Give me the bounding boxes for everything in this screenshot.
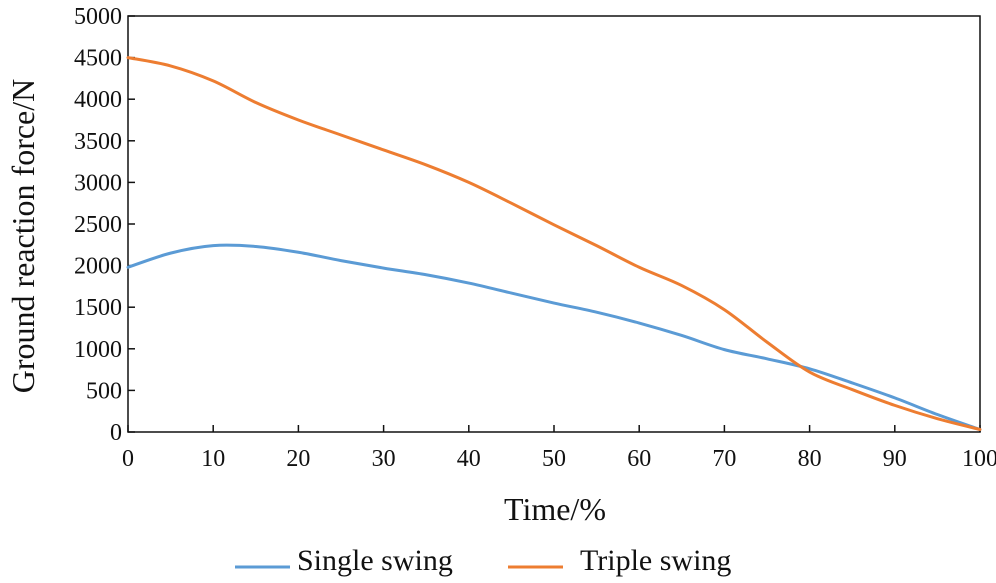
series-line-triple-swing [126,56,982,431]
y-axis-ticks: 0 500 1000 1500 2000 2500 3000 3500 4000 4500 5000 [74,4,135,446]
y-tick-label: 0 [110,420,122,446]
x-tick-label: 90 [883,446,907,472]
x-tick-label: 10 [201,446,225,472]
x-tick-label: 20 [286,446,310,472]
x-tick-label: 50 [542,446,566,472]
x-tick-label: 100 [962,446,996,472]
x-axis-ticks: 0 10 20 30 40 50 60 70 80 90 100 [122,425,996,472]
legend-label-triple-swing: Triple swing [580,544,731,577]
x-tick-label: 80 [798,446,822,472]
y-tick-label: 2000 [74,254,122,280]
y-tick-label: 4500 [74,46,122,72]
y-tick-label: 3000 [74,170,122,196]
y-tick-label: 1000 [74,337,122,363]
y-tick-label: 3500 [74,129,122,155]
x-tick-label: 70 [712,446,736,472]
x-tick-label: 60 [627,446,651,472]
legend: Single swing Triple swing [235,544,731,577]
y-axis-title: Ground reaction force/N [5,79,41,394]
y-tick-label: 4000 [74,87,122,113]
x-tick-label: 0 [122,446,134,472]
legend-label-single-swing: Single swing [297,544,453,577]
x-tick-label: 30 [372,446,396,472]
series-line-single-swing [126,243,982,431]
x-tick-label: 40 [457,446,481,472]
y-tick-label: 5000 [74,4,122,30]
y-tick-label: 1500 [74,295,122,321]
y-tick-label: 2500 [74,212,122,238]
x-axis-title: Time/% [504,491,606,527]
y-tick-label: 500 [86,378,122,404]
series-layer [126,56,982,431]
